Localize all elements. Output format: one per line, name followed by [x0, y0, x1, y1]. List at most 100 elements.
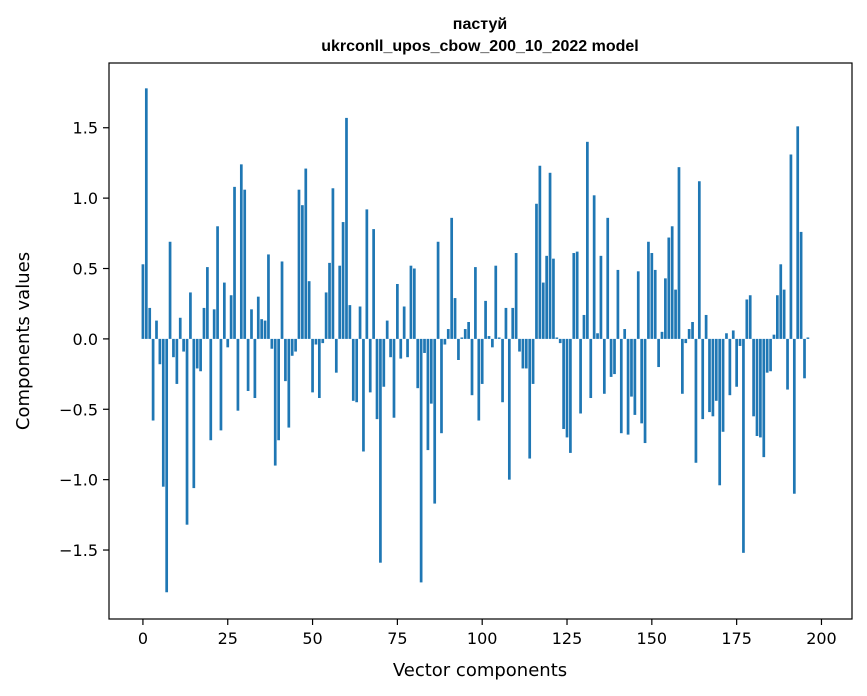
bar-7	[165, 338, 169, 593]
bar-71	[382, 338, 386, 387]
bar-107	[504, 307, 508, 339]
bar-15	[192, 338, 196, 489]
x-tick-label-2: 50	[302, 629, 322, 648]
bar-50	[311, 338, 314, 393]
bar-157	[674, 289, 677, 339]
bar-13	[185, 338, 189, 525]
bar-82	[419, 338, 423, 583]
bar-105	[497, 337, 501, 339]
bar-120	[548, 172, 552, 339]
bar-27	[233, 186, 236, 339]
bar-36	[263, 320, 267, 339]
y-tick-label-1: −1.0	[59, 471, 98, 490]
bar-81	[416, 338, 420, 389]
x-tick-label-4: 100	[467, 629, 498, 648]
bar-26	[229, 295, 233, 339]
bar-6	[161, 338, 165, 487]
y-tick-label-5: 1.0	[73, 189, 98, 208]
bar-87	[436, 241, 440, 339]
bar-106	[501, 338, 504, 403]
x-axis-label: Vector components	[393, 660, 567, 681]
bar-61	[348, 305, 352, 339]
bar-64	[358, 306, 362, 339]
bar-104	[494, 265, 498, 339]
bar-10	[175, 338, 179, 384]
bar-29	[239, 164, 243, 339]
bar-103	[491, 338, 494, 348]
bar-44	[290, 338, 294, 356]
bar-74	[392, 338, 396, 418]
bar-17	[199, 338, 202, 372]
bar-116	[535, 203, 538, 339]
bar-45	[294, 338, 297, 352]
y-axis-label: Components values	[13, 252, 34, 430]
bar-182	[759, 338, 762, 438]
bar-69	[375, 338, 379, 420]
bar-38	[270, 338, 274, 349]
bar-65	[362, 338, 365, 452]
bar-153	[660, 331, 664, 339]
bar-41	[280, 261, 284, 339]
bar-46	[297, 189, 301, 339]
bar-2	[148, 307, 152, 339]
x-tick-label-8: 200	[806, 629, 837, 648]
bar-117	[538, 165, 542, 339]
bar-86	[433, 338, 437, 504]
bar-97	[470, 338, 474, 396]
bar-24	[222, 282, 226, 339]
bar-89	[443, 338, 447, 345]
bar-142	[623, 329, 627, 339]
bar-121	[552, 258, 555, 339]
bar-102	[487, 336, 491, 339]
chart-title-line2: ukrconll_upos_cbow_200_10_2022 model	[321, 38, 638, 55]
bar-40	[277, 338, 280, 441]
bar-193	[796, 126, 800, 339]
bar-141	[619, 338, 623, 434]
bar-30	[243, 189, 247, 339]
bar-189	[782, 289, 786, 339]
x-tick-label-0: 0	[138, 629, 148, 648]
bar-112	[521, 338, 525, 369]
bar-20	[209, 338, 213, 441]
bar-195	[803, 338, 806, 379]
bar-156	[670, 226, 674, 339]
bar-90	[446, 329, 450, 339]
bar-186	[772, 334, 776, 339]
y-tick-label-0: −1.5	[59, 541, 98, 560]
y-axis: −1.5 −1.0 −0.5 0.0 0.5 1.0 1.5	[59, 119, 109, 560]
bar-125	[565, 338, 569, 438]
bar-93	[457, 338, 460, 360]
bar-172	[725, 333, 728, 339]
bar-123	[558, 338, 562, 344]
bar-174	[731, 330, 735, 339]
bar-43	[287, 338, 291, 428]
bar-187	[776, 295, 779, 339]
bar-75	[396, 283, 399, 339]
bar-124	[562, 338, 565, 429]
bar-180	[752, 338, 755, 417]
bar-176	[738, 338, 742, 346]
bar-63	[355, 338, 359, 403]
bar-144	[630, 338, 633, 397]
bar-162	[691, 322, 694, 339]
bar-119	[545, 255, 549, 339]
bar-136	[602, 338, 606, 394]
bar-128	[575, 251, 579, 339]
bar-151	[653, 269, 657, 339]
bar-31	[246, 338, 250, 391]
bar-143	[626, 338, 630, 435]
bar-147	[640, 338, 644, 424]
bar-0	[141, 264, 145, 339]
bar-139	[613, 338, 616, 375]
bar-57	[334, 338, 338, 373]
bar-58	[338, 265, 342, 339]
bar-183	[762, 338, 766, 458]
bar-67	[368, 338, 372, 393]
bar-21	[212, 309, 216, 339]
x-tick-label-1: 25	[218, 629, 238, 648]
bar-148	[643, 338, 647, 444]
bar-91	[450, 217, 454, 339]
bar-48	[304, 168, 308, 339]
bar-184	[765, 338, 769, 373]
